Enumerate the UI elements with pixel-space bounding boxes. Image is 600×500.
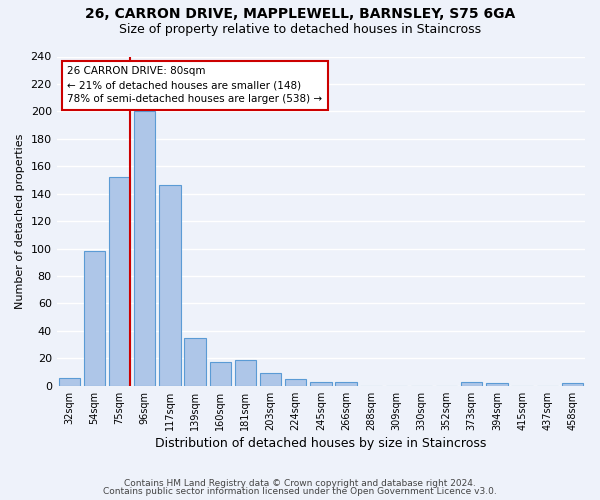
Text: Contains public sector information licensed under the Open Government Licence v3: Contains public sector information licen…	[103, 487, 497, 496]
Y-axis label: Number of detached properties: Number of detached properties	[15, 134, 25, 309]
Text: Size of property relative to detached houses in Staincross: Size of property relative to detached ho…	[119, 22, 481, 36]
Bar	[109, 178, 130, 386]
Bar	[134, 112, 155, 386]
Bar	[310, 382, 332, 386]
Bar	[486, 383, 508, 386]
Bar	[184, 338, 206, 386]
Bar	[235, 360, 256, 386]
Bar	[562, 383, 583, 386]
Bar	[84, 252, 105, 386]
Text: 26 CARRON DRIVE: 80sqm
← 21% of detached houses are smaller (148)
78% of semi-de: 26 CARRON DRIVE: 80sqm ← 21% of detached…	[67, 66, 322, 104]
Text: Contains HM Land Registry data © Crown copyright and database right 2024.: Contains HM Land Registry data © Crown c…	[124, 478, 476, 488]
Bar	[260, 374, 281, 386]
Bar	[159, 186, 181, 386]
X-axis label: Distribution of detached houses by size in Staincross: Distribution of detached houses by size …	[155, 437, 487, 450]
Bar	[335, 382, 356, 386]
Text: 26, CARRON DRIVE, MAPPLEWELL, BARNSLEY, S75 6GA: 26, CARRON DRIVE, MAPPLEWELL, BARNSLEY, …	[85, 8, 515, 22]
Bar	[285, 379, 307, 386]
Bar	[59, 378, 80, 386]
Bar	[461, 382, 482, 386]
Bar	[209, 362, 231, 386]
